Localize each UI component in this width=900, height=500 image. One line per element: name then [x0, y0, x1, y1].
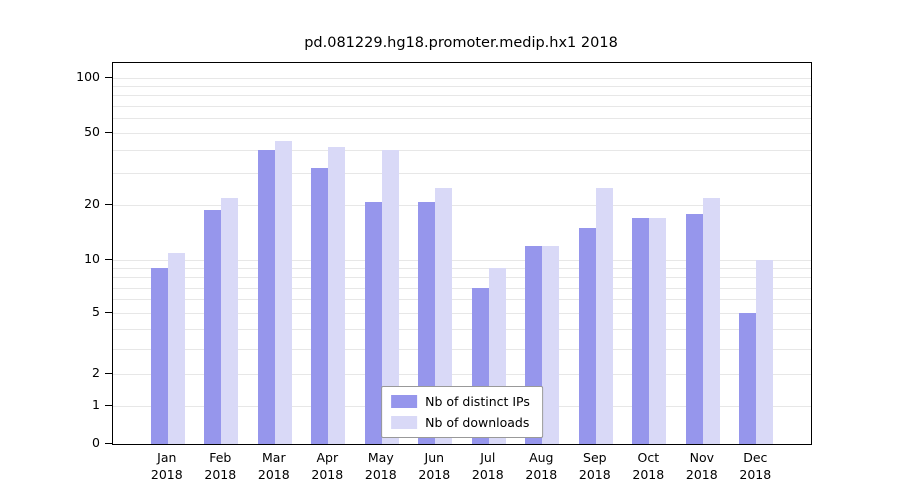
gridline	[113, 348, 811, 350]
x-axis-label-aug: Aug 2018	[525, 450, 558, 482]
bar-downloads-sep	[595, 187, 613, 444]
legend-item-downloads: Nb of downloads	[391, 415, 530, 430]
legend-label-downloads: Nb of downloads	[425, 415, 530, 430]
x-axis-label-apr: Apr 2018	[311, 450, 344, 482]
bar-distinct-ips-jan	[150, 268, 168, 444]
bar-downloads-nov	[702, 197, 720, 444]
gridline	[113, 287, 811, 289]
x-axis-label-mar: Mar 2018	[257, 450, 290, 482]
legend-swatch-ips	[391, 395, 418, 408]
y-axis-tick-label: 50	[84, 123, 100, 139]
plot-area: Nb of distinct IPs Nb of downloads	[112, 62, 812, 445]
gridline	[113, 299, 811, 301]
bar-downloads-jan	[167, 252, 185, 444]
bar-distinct-ips-oct	[632, 218, 650, 444]
bar-downloads-jun	[435, 187, 453, 444]
legend-swatch-downloads	[391, 416, 418, 429]
bar-downloads-oct	[649, 218, 667, 444]
bar-downloads-apr	[328, 146, 346, 444]
bar-downloads-aug	[542, 245, 560, 444]
bar-distinct-ips-apr	[311, 168, 329, 444]
bar-distinct-ips-sep	[578, 228, 596, 444]
bar-distinct-ips-mar	[257, 150, 275, 444]
bar-downloads-mar	[274, 141, 292, 444]
bar-distinct-ips-dec	[739, 312, 757, 444]
x-axis-label-may: May 2018	[364, 450, 397, 482]
x-axis-label-jun: Jun 2018	[418, 450, 451, 482]
legend-item-distinct-ips: Nb of distinct IPs	[391, 394, 530, 409]
y-axis-tick-label: 100	[76, 68, 100, 84]
gridline	[113, 268, 811, 270]
gridline	[113, 77, 811, 79]
y-axis-tick	[105, 204, 112, 206]
y-axis-tick-label: 1	[92, 396, 100, 412]
y-axis-tick	[105, 372, 112, 374]
gridline	[113, 85, 811, 87]
y-axis-tick-label: 10	[84, 251, 100, 266]
bar-distinct-ips-feb	[204, 209, 222, 444]
bar-downloads-feb	[221, 197, 239, 444]
gridline	[113, 132, 811, 134]
legend-label-ips: Nb of distinct IPs	[425, 394, 530, 409]
y-axis-tick-label: 20	[84, 196, 100, 212]
legend: Nb of distinct IPs Nb of downloads	[381, 386, 543, 438]
gridline	[113, 329, 811, 331]
gridline	[113, 150, 811, 152]
gridline	[113, 205, 811, 207]
bar-distinct-ips-nov	[685, 213, 703, 444]
gridline	[113, 260, 811, 261]
gridline	[113, 118, 811, 120]
chart-title: pd.081229.hg18.promoter.medip.hx1 2018	[304, 35, 618, 51]
x-axis-label-jan: Jan 2018	[150, 450, 183, 482]
y-axis-tick-label: 5	[92, 303, 100, 319]
gridline	[113, 173, 811, 175]
x-axis-label-oct: Oct 2018	[632, 450, 665, 482]
gridline	[113, 312, 811, 314]
x-axis-label-jul: Jul 2018	[471, 450, 504, 482]
y-axis-tick	[105, 311, 112, 313]
y-axis-tick	[105, 443, 112, 444]
x-axis-label-sep: Sep 2018	[578, 450, 611, 482]
y-axis-tick	[105, 76, 112, 78]
gridline	[113, 277, 811, 279]
bar-downloads-may	[381, 150, 399, 444]
gridline	[113, 105, 811, 107]
y-axis-tick	[105, 131, 112, 133]
gridline	[113, 373, 811, 375]
y-axis-tick	[105, 259, 112, 260]
bar-downloads-dec	[756, 260, 774, 444]
x-axis-label-dec: Dec 2018	[739, 450, 772, 482]
x-axis-label-nov: Nov 2018	[685, 450, 718, 482]
y-axis-tick	[105, 404, 112, 406]
y-axis-tick-label: 2	[92, 364, 100, 380]
y-axis-tick-label: 0	[92, 435, 100, 450]
bar-distinct-ips-jun	[418, 201, 436, 444]
x-axis-label-feb: Feb 2018	[204, 450, 237, 482]
bar-distinct-ips-may	[364, 201, 382, 444]
gridline	[113, 95, 811, 97]
